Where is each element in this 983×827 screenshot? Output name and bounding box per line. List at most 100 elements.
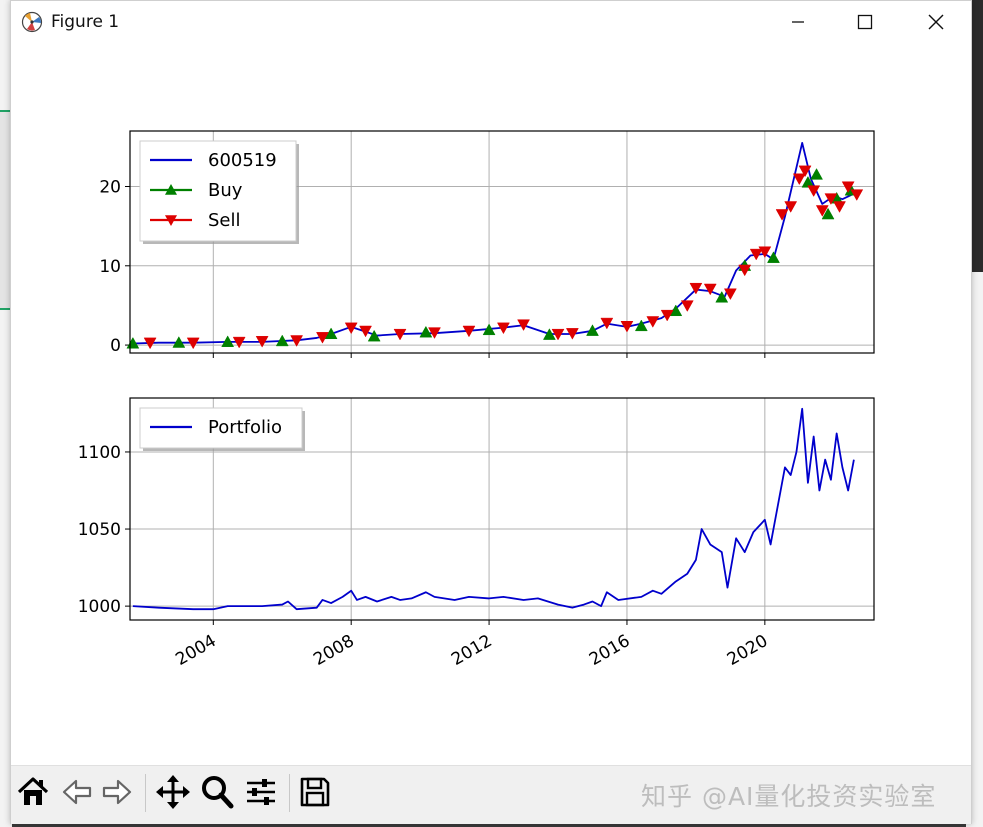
back-button[interactable]	[57, 772, 97, 812]
buy-marker	[715, 290, 729, 303]
sell-marker	[255, 336, 269, 348]
buy-marker	[542, 328, 556, 340]
sell-marker	[758, 246, 772, 259]
sell-marker	[646, 316, 660, 328]
portfolio-axes: 1000 1050 1100 Portfolio 2004 2008 2012 2016 202…	[78, 397, 875, 670]
sell-marker	[462, 325, 476, 338]
sell-marker	[738, 264, 752, 277]
sell-marker	[824, 193, 838, 205]
buy-marker	[767, 251, 780, 263]
sell-marker	[344, 322, 358, 335]
matplotlib-app-icon	[21, 11, 43, 33]
buy-marker	[821, 207, 835, 220]
y-tick-label: 10	[99, 257, 121, 277]
x-tick-label: 2008	[310, 631, 357, 670]
sell-marker	[749, 248, 763, 261]
close-button[interactable]	[913, 5, 959, 39]
title-bar: Figure 1	[11, 1, 971, 43]
save-button[interactable]	[295, 772, 335, 812]
sell-marker	[497, 322, 510, 335]
configure-subplots-button[interactable]	[241, 772, 281, 812]
forward-button[interactable]	[97, 772, 137, 812]
zoom-icon	[202, 776, 234, 809]
forward-icon	[102, 779, 132, 805]
buy-marker	[801, 176, 815, 188]
legend-label: Portfolio	[208, 417, 282, 438]
sell-marker	[393, 328, 407, 341]
sell-marker	[290, 335, 304, 347]
sell-marker	[703, 283, 717, 296]
axes-frame	[129, 130, 875, 354]
sell-marker	[232, 336, 246, 349]
watermark-text: 知乎 @AI量化投资实验室	[641, 782, 937, 811]
window-title: Figure 1	[51, 12, 120, 32]
sell-marker	[517, 319, 530, 331]
buy-marker	[419, 325, 433, 338]
sell-marker	[841, 181, 855, 194]
legend-label: Buy	[208, 180, 243, 201]
buy-marker	[367, 329, 381, 342]
home-icon	[17, 777, 49, 805]
legend-marker	[165, 184, 177, 195]
buy-marker	[482, 323, 496, 336]
series-line-Portfolio	[132, 407, 855, 611]
buy-marker	[172, 336, 186, 348]
buy-marker	[586, 324, 599, 336]
close-icon	[928, 14, 944, 30]
sell-marker	[565, 328, 579, 340]
maximize-button[interactable]	[842, 5, 888, 39]
sell-marker	[359, 325, 372, 338]
buy-marker	[275, 334, 289, 347]
axes-frame	[129, 397, 875, 621]
figure-window: Figure 1 0 10 20 600519 Buy Sell 1000 1050 1100…	[10, 0, 972, 824]
sell-marker	[775, 209, 789, 221]
x-tick-label: 2004	[172, 631, 219, 670]
sell-marker	[143, 337, 157, 350]
pan-icon	[156, 775, 190, 809]
figure-svg[interactable]: 0 10 20 600519 Buy Sell 1000 1050 1100 Portfolio…	[11, 43, 971, 765]
sell-marker	[798, 165, 812, 178]
legend-label: Sell	[208, 210, 241, 231]
figure-canvas[interactable]: 0 10 20 600519 Buy Sell 1000 1050 1100 Portfolio…	[11, 43, 971, 765]
background-window-left	[0, 0, 12, 827]
sell-marker	[186, 337, 200, 350]
y-tick-label: 1100	[78, 443, 121, 463]
legend-label: 600519	[208, 150, 277, 171]
x-tick-label: 2020	[724, 631, 771, 670]
sell-marker	[792, 173, 806, 186]
sell-marker	[689, 282, 703, 295]
navigation-toolbar: 知乎 @AI量化投资实验室	[11, 765, 971, 824]
x-tick-label: 2016	[586, 631, 633, 670]
back-icon	[62, 779, 92, 805]
sell-marker	[680, 300, 694, 312]
sell-marker	[660, 309, 674, 322]
buy-marker	[634, 319, 648, 332]
price-axes: 0 10 20 600519 Buy Sell	[99, 130, 875, 358]
zoom-button[interactable]	[197, 772, 237, 812]
sell-marker	[551, 328, 565, 341]
y-tick-label: 1000	[78, 597, 121, 617]
configure-subplots-icon	[247, 779, 275, 805]
sell-marker	[620, 320, 634, 333]
sell-marker	[428, 327, 441, 339]
sell-marker	[850, 189, 864, 201]
maximize-icon	[857, 14, 873, 30]
x-tick-label: 2012	[448, 631, 495, 670]
minimize-button[interactable]	[775, 5, 821, 39]
y-tick-label: 20	[99, 178, 121, 198]
sell-marker	[316, 332, 329, 344]
minimize-icon	[792, 21, 804, 23]
sell-marker	[807, 185, 821, 197]
y-tick-label: 0	[110, 336, 121, 356]
buy-marker	[221, 335, 235, 347]
sell-marker	[784, 201, 798, 213]
pan-button[interactable]	[153, 772, 193, 812]
y-tick-label: 1050	[78, 520, 121, 540]
buy-marker	[810, 168, 823, 180]
legend-marker	[165, 215, 177, 226]
sell-marker	[600, 317, 614, 330]
sell-marker	[723, 288, 737, 301]
home-button[interactable]	[13, 772, 53, 812]
save-icon	[300, 777, 330, 807]
sell-marker	[833, 201, 846, 213]
